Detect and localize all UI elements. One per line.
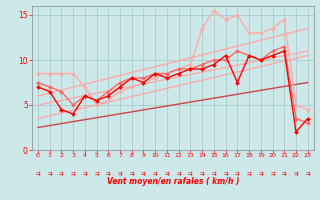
X-axis label: Vent moyen/en rafales ( km/h ): Vent moyen/en rafales ( km/h ): [107, 177, 239, 186]
